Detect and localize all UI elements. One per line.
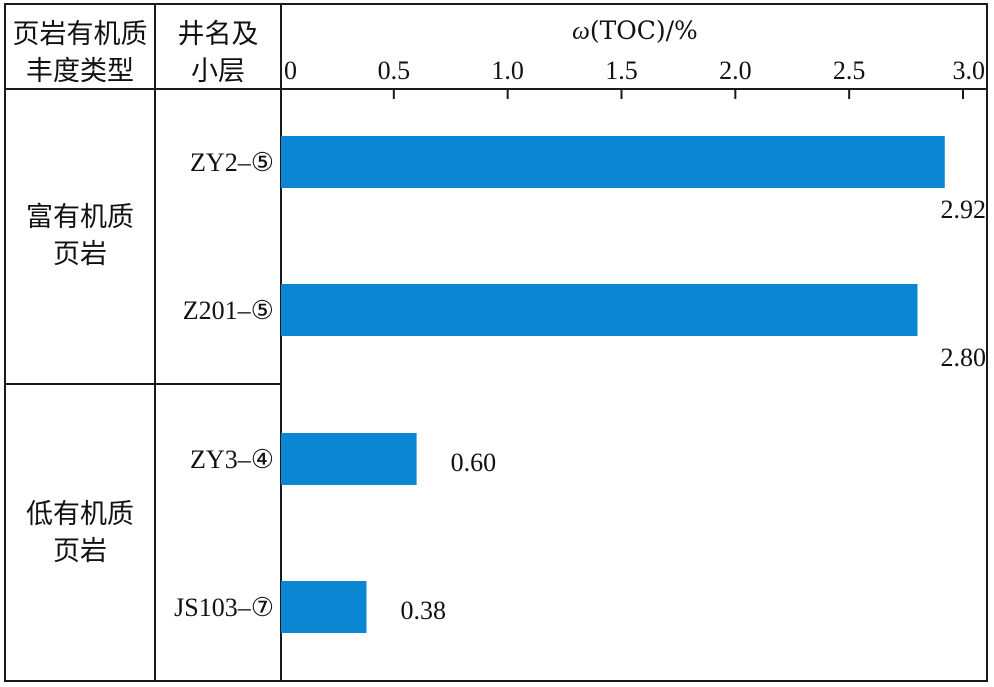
data-label: 2.92 <box>941 195 987 224</box>
header-well-layer: 井名及 小层 <box>177 19 259 87</box>
bar <box>281 284 918 336</box>
category-label: JS103–⑦ <box>174 593 274 622</box>
table-frame <box>4 3 988 682</box>
bar <box>281 581 367 633</box>
group-label-low: 低有机质 页岩 <box>26 499 134 567</box>
data-label: 0.60 <box>451 448 497 477</box>
x-tick-label: 3.0 <box>953 56 986 85</box>
x-tick-label: 2.5 <box>833 56 866 85</box>
data-label: 2.80 <box>941 343 987 372</box>
column-divider-1 <box>154 3 156 682</box>
column-divider-2 <box>280 3 282 682</box>
category-label: ZY2–⑤ <box>190 148 274 177</box>
x-tick-label: 1.5 <box>605 56 638 85</box>
bar <box>281 433 417 485</box>
x-tick-label: 1.0 <box>491 56 524 85</box>
header-shale-type: 页岩有机质 丰度类型 <box>12 19 148 87</box>
bar <box>281 136 945 188</box>
category-label: Z201–⑤ <box>183 296 274 325</box>
axis-title-text: (TOC)/% <box>589 16 698 45</box>
group-divider <box>4 383 282 385</box>
group-label-rich: 富有机质 页岩 <box>26 202 134 270</box>
axis-symbol: ω <box>572 18 590 45</box>
header-divider <box>4 88 988 90</box>
category-label: ZY3–④ <box>190 445 274 474</box>
x-tick-label: 0 <box>284 56 297 85</box>
x-tick-label: 2.0 <box>719 56 752 85</box>
data-label: 0.38 <box>401 596 447 625</box>
axis-title: ω(TOC)/% <box>282 16 988 46</box>
x-tick-label: 0.5 <box>378 56 411 85</box>
